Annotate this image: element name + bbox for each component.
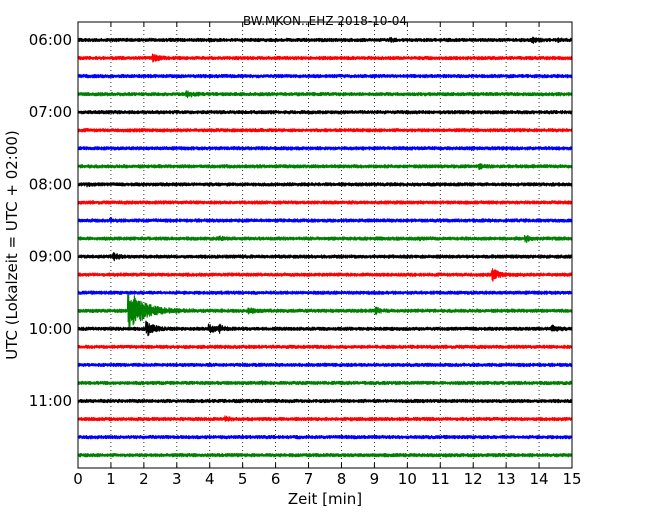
x-tick-label: 8 [337,470,347,488]
seismogram-trace [77,415,573,422]
seismogram-trace [77,398,573,404]
seismogram-trace [77,290,573,295]
seismogram-trace [77,90,573,99]
seismogram-trace [77,234,573,244]
seismogram-trace [77,200,573,205]
trace-layer [77,36,573,458]
seismogram-trace [77,53,573,63]
y-tick-label: 07:00 [29,103,72,121]
y-tick-label: 10:00 [29,320,72,338]
seismogram-trace [77,268,573,282]
seismogram-trace [77,36,573,44]
seismogram-trace [77,109,573,115]
x-tick-label: 9 [370,470,380,488]
seismogram-trace [77,344,573,350]
x-tick-label: 4 [205,470,215,488]
seismogram-trace [77,320,573,337]
seismogram-trace [77,362,573,368]
seismogram-trace [77,434,573,440]
y-axis-label: UTC (Lokalzeit = UTC + 02:00) [3,130,21,360]
tick-layer: 0 1 2 3 4 5 6 7 8 9 10 11 12 13 14 1506:0007:0008:0009:… [29,22,582,488]
x-tick-label: 15 [562,470,581,488]
seismogram-trace [77,252,573,262]
chart-title: BW.MKON..EHZ 2018-10-04 [243,14,407,28]
seismogram-trace [77,73,573,79]
y-tick-label: 09:00 [29,248,72,266]
x-tick-label: 11 [431,470,450,488]
seismogram-trace [77,162,573,170]
seismogram-trace [77,294,573,330]
x-tick-label: 2 [139,470,149,488]
plot-frame [77,21,573,469]
x-tick-label: 6 [271,470,281,488]
y-tick-label: 06:00 [29,31,72,49]
y-tick-label: 08:00 [29,175,72,193]
x-tick-label: 0 [73,470,83,488]
x-tick-label: 5 [238,470,248,488]
seismogram-trace [77,380,573,386]
x-tick-label: 14 [530,470,549,488]
x-tick-label: 13 [497,470,516,488]
seismogram-trace [77,216,573,224]
x-tick-label: 12 [464,470,483,488]
x-tick-label: 10 [398,470,417,488]
x-axis-label: Zeit [min] [288,490,362,508]
y-tick-label: 11:00 [29,392,72,410]
x-tick-label: 1 [106,470,116,488]
seismogram-trace [77,128,573,133]
x-tick-label: 7 [304,470,314,488]
seismogram-trace [77,452,573,458]
x-tick-label: 3 [172,470,182,488]
seismogram-trace [77,182,573,188]
seismogram-trace [77,145,573,151]
